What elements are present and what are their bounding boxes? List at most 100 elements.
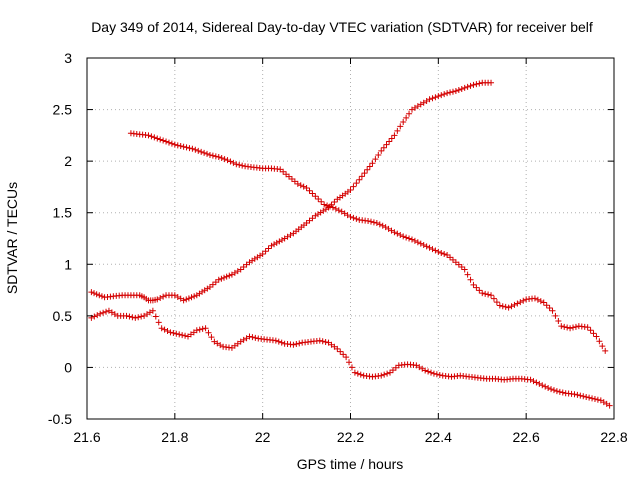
data-point xyxy=(549,307,556,314)
data-point xyxy=(476,80,483,87)
data-point xyxy=(438,92,445,99)
data-point xyxy=(351,369,358,376)
data-point xyxy=(577,392,584,399)
data-point xyxy=(606,402,613,409)
data-point xyxy=(400,118,407,125)
data-point xyxy=(488,79,495,86)
series-lower xyxy=(88,307,613,409)
data-point xyxy=(435,248,442,255)
data-point xyxy=(297,182,304,189)
data-point xyxy=(185,295,192,302)
x-tick-label: 21.6 xyxy=(73,429,100,445)
data-point xyxy=(182,332,189,339)
data-point xyxy=(464,83,471,90)
data-point xyxy=(165,139,172,146)
data-point xyxy=(384,370,391,377)
data-point xyxy=(461,266,468,273)
data-point xyxy=(218,155,225,162)
data-point xyxy=(373,220,380,227)
data-point xyxy=(170,330,177,337)
data-point xyxy=(239,162,246,169)
data-point xyxy=(381,371,388,378)
data-point xyxy=(173,330,180,337)
y-tick-label: 2 xyxy=(64,153,72,169)
axis-ticks: 21.6 21.8 22 22.2 22.4 22.6 22.8 -0.5 0 0.5 1 1.5 2 2… xyxy=(48,50,628,445)
data-point xyxy=(303,184,310,191)
y-tick-label: 0.5 xyxy=(53,308,73,324)
data-point xyxy=(268,242,275,249)
data-point xyxy=(590,330,597,337)
data-point xyxy=(420,242,427,249)
data-point xyxy=(461,84,468,91)
data-point xyxy=(366,163,373,170)
data-point xyxy=(337,348,344,355)
data-point xyxy=(215,154,222,161)
data-point xyxy=(204,150,211,157)
data-point xyxy=(432,247,439,254)
data-point xyxy=(530,378,537,385)
data-point xyxy=(236,161,243,168)
data-point xyxy=(332,205,339,212)
data-points xyxy=(88,79,613,409)
data-point xyxy=(436,371,443,378)
data-point xyxy=(559,389,566,396)
data-point xyxy=(441,91,448,98)
x-tick-label: 22.2 xyxy=(337,429,364,445)
data-point xyxy=(411,237,418,244)
data-point xyxy=(476,287,483,294)
data-point xyxy=(221,156,228,163)
data-point xyxy=(218,275,225,282)
data-point xyxy=(584,324,591,331)
data-point xyxy=(520,297,527,304)
data-point xyxy=(449,88,456,95)
data-point xyxy=(273,239,280,246)
data-point xyxy=(215,276,222,283)
data-point xyxy=(464,271,471,278)
x-tick-label: 22.4 xyxy=(425,429,452,445)
data-point xyxy=(246,333,253,340)
data-point xyxy=(227,158,234,165)
data-point xyxy=(558,323,565,330)
x-axis-label: GPS time / hours xyxy=(297,456,404,472)
data-point xyxy=(372,156,379,163)
data-point xyxy=(321,201,328,208)
data-point xyxy=(553,388,560,395)
data-point xyxy=(205,329,212,336)
data-point xyxy=(201,149,208,156)
data-point xyxy=(171,141,178,148)
data-point xyxy=(348,364,355,371)
data-point xyxy=(224,157,231,164)
data-point xyxy=(278,236,285,243)
data-point xyxy=(586,394,593,401)
data-point xyxy=(391,229,398,236)
data-point xyxy=(403,114,410,121)
data-point xyxy=(505,304,512,311)
data-point xyxy=(272,337,279,344)
series-falling xyxy=(127,130,609,354)
data-point xyxy=(100,309,107,316)
data-point xyxy=(293,341,300,348)
data-point xyxy=(324,202,331,209)
data-point xyxy=(154,296,161,303)
data-point xyxy=(375,151,382,158)
data-point xyxy=(315,195,322,202)
data-point xyxy=(294,180,301,187)
data-point xyxy=(319,338,326,345)
data-point xyxy=(400,233,407,240)
data-point xyxy=(533,379,540,386)
data-point xyxy=(370,219,377,226)
data-point xyxy=(138,313,145,320)
data-point xyxy=(271,241,278,248)
data-point xyxy=(545,385,552,392)
data-point xyxy=(406,235,413,242)
data-point xyxy=(151,134,158,141)
data-point xyxy=(180,297,187,304)
data-point xyxy=(488,292,495,299)
data-point xyxy=(572,323,579,330)
y-tick-label: -0.5 xyxy=(48,411,72,427)
chart-title: Day 349 of 2014, Sidereal Day-to-day VTE… xyxy=(91,19,593,35)
data-point xyxy=(470,81,477,88)
data-point xyxy=(316,337,323,344)
data-point xyxy=(103,308,110,315)
data-point xyxy=(259,250,266,257)
